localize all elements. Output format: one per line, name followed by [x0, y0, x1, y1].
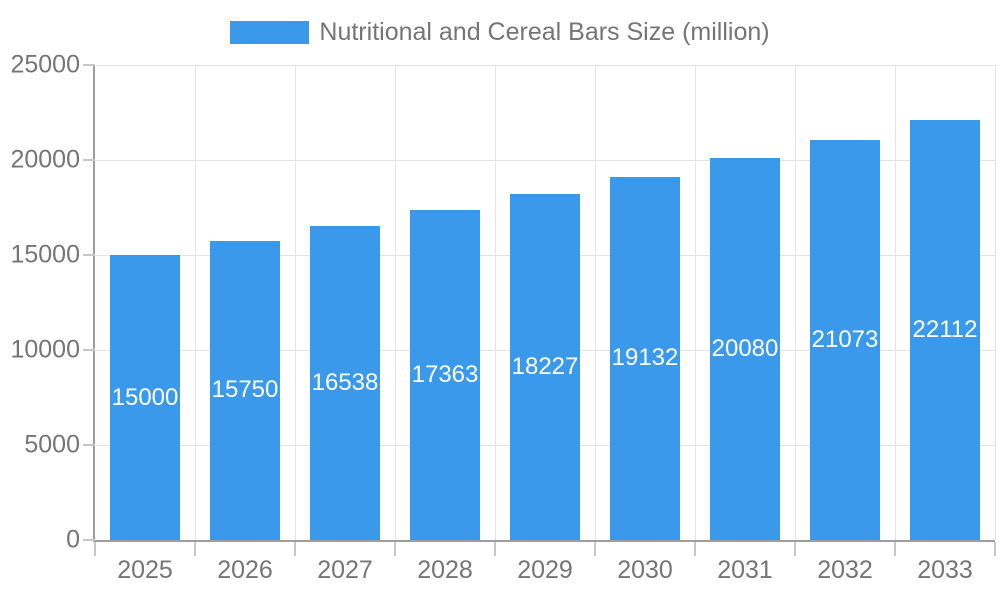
x-axis-label: 2031: [717, 556, 773, 584]
x-axis-tick: [694, 542, 696, 556]
bar-value-label: 18227: [511, 352, 579, 380]
plot-area: 15000 15750 16538 17363 18227 19132 20080 21073…: [93, 64, 996, 542]
legend-swatch[interactable]: [230, 20, 310, 44]
x-axis-label: 2028: [417, 556, 473, 584]
x-axis-tick: [194, 542, 196, 556]
bar: 15750: [210, 240, 280, 540]
bar: 16538: [310, 225, 380, 540]
bar: 22112: [910, 119, 980, 540]
bar: 15000: [110, 255, 180, 540]
x-axis-label: 2026: [217, 556, 273, 584]
y-axis-label: 25000: [10, 50, 80, 79]
x-axis-tick: [994, 542, 996, 556]
x-axis-tick: [594, 542, 596, 556]
y-axis-label: 15000: [10, 240, 80, 269]
y-axis-tick: [83, 444, 95, 446]
bar: 21073: [810, 139, 880, 540]
bar: 20080: [710, 158, 780, 540]
bar-value-label: 19132: [611, 344, 679, 372]
bar-value-label: 22112: [912, 315, 978, 343]
y-axis-label: 5000: [24, 430, 80, 459]
x-axis-label: 2030: [617, 556, 673, 584]
gridline-vertical: [394, 65, 396, 540]
bar: 19132: [610, 176, 680, 540]
x-axis-tick: [794, 542, 796, 556]
bar-value-label: 15000: [111, 383, 179, 411]
gridline-vertical: [694, 65, 696, 540]
bar-value-label: 20080: [711, 335, 779, 363]
y-axis-tick: [83, 64, 95, 66]
y-axis-label: 10000: [10, 335, 80, 364]
x-axis-label: 2025: [117, 556, 173, 584]
gridline-horizontal: [95, 64, 995, 66]
x-axis-tick: [894, 542, 896, 556]
legend-label: Nutritional and Cereal Bars Size (millio…: [319, 17, 770, 46]
legend[interactable]: Nutritional and Cereal Bars Size (millio…: [0, 17, 1000, 46]
bar-value-label: 16538: [311, 368, 379, 396]
gridline-horizontal: [95, 159, 995, 161]
y-axis-tick: [83, 254, 95, 256]
bar: 18227: [510, 193, 580, 540]
y-axis-label: 0: [66, 525, 80, 554]
x-axis-tick: [294, 542, 296, 556]
y-axis-label: 20000: [10, 145, 80, 174]
y-axis-tick: [83, 349, 95, 351]
bar: 17363: [410, 210, 480, 540]
gridline-vertical: [294, 65, 296, 540]
gridline-vertical: [194, 65, 196, 540]
x-axis-label: 2033: [917, 556, 973, 584]
x-axis-label: 2032: [817, 556, 873, 584]
x-axis-label: 2029: [517, 556, 573, 584]
gridline-vertical: [794, 65, 796, 540]
bar-value-label: 17363: [411, 361, 479, 389]
gridline-vertical: [994, 65, 996, 540]
x-axis-label: 2027: [317, 556, 373, 584]
x-axis-tick: [494, 542, 496, 556]
bar-value-label: 15750: [211, 376, 279, 404]
y-axis-tick: [83, 159, 95, 161]
gridline-vertical: [594, 65, 596, 540]
x-axis-tick: [394, 542, 396, 556]
y-axis-tick: [83, 539, 95, 541]
gridline-vertical: [494, 65, 496, 540]
x-axis-tick: [94, 542, 96, 556]
gridline-vertical: [894, 65, 896, 540]
bar-value-label: 21073: [811, 325, 879, 353]
